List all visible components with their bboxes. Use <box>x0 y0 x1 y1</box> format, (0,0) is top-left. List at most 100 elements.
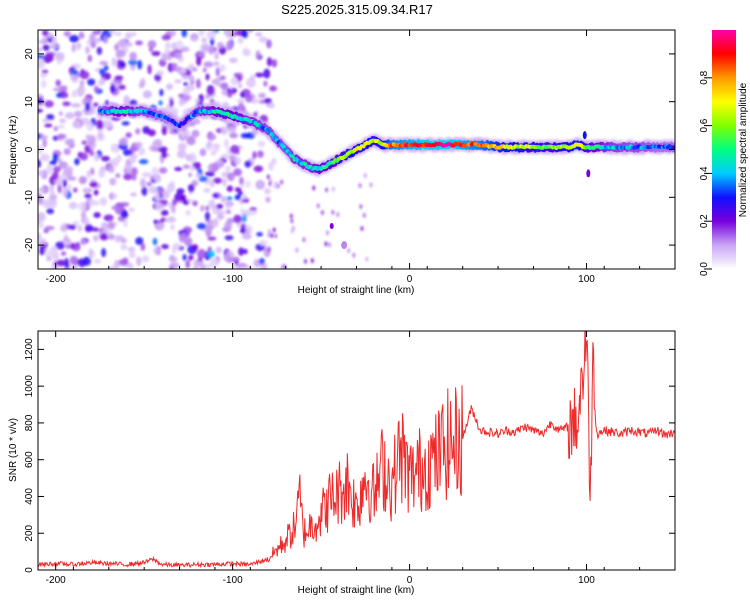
noise-speckle <box>64 112 75 120</box>
noise-speckle <box>103 65 109 71</box>
noise-speckle <box>51 171 59 180</box>
noise-speckle <box>140 243 146 251</box>
spectrogram-y-label: Frequency (Hz) <box>8 116 19 185</box>
noise-speckle <box>161 150 168 159</box>
snr-marks <box>38 331 675 569</box>
noise-speckle <box>88 105 96 115</box>
noise-speckle <box>42 44 50 51</box>
noise-speckle <box>151 50 161 57</box>
noise-speckle <box>182 87 191 95</box>
noise-speckle <box>54 178 63 186</box>
noise-speckle <box>213 61 220 67</box>
colorbar-tick-label: 0.6 <box>699 118 710 132</box>
y-tick-label: 20 <box>24 48 35 60</box>
noise-speckle <box>205 171 215 177</box>
x-tick-label: 100 <box>578 575 595 586</box>
noise-speckle <box>233 168 242 177</box>
noise-speckle <box>240 91 245 99</box>
noise-speckle <box>169 98 174 108</box>
noise-speckle <box>243 248 248 255</box>
noise-speckle <box>214 76 222 87</box>
noise-speckle <box>266 39 272 49</box>
noise-speckle <box>312 185 316 191</box>
y-tick-label: 1200 <box>24 338 35 361</box>
noise-speckle <box>240 133 251 139</box>
colorbar-tick-label: 0.4 <box>699 166 710 180</box>
noise-speckle <box>48 199 58 208</box>
noise-speckle <box>228 154 236 161</box>
noise-speckle <box>208 250 215 258</box>
noise-speckle <box>255 179 266 190</box>
noise-speckle <box>87 54 93 63</box>
noise-speckle <box>187 152 197 163</box>
noise-speckle <box>188 254 194 261</box>
noise-speckle <box>187 183 195 193</box>
noise-speckle <box>225 209 231 214</box>
noise-speckle <box>135 40 143 46</box>
noise-speckle <box>238 101 244 112</box>
noise-speckle <box>336 212 340 218</box>
noise-speckle <box>185 209 192 216</box>
noise-speckle <box>193 260 201 267</box>
noise-speckle <box>207 139 213 148</box>
noise-speckle <box>38 47 43 53</box>
noise-speckle <box>234 260 239 266</box>
noise-speckle <box>101 155 111 162</box>
noise-speckle <box>271 59 278 68</box>
noise-speckle <box>185 69 192 77</box>
noise-speckle <box>103 120 111 129</box>
noise-speckle <box>290 218 294 224</box>
noise-speckle <box>92 234 99 242</box>
noise-speckle <box>58 111 63 116</box>
noise-speckle <box>57 124 66 129</box>
noise-speckle <box>231 87 238 93</box>
noise-speckle <box>134 141 143 148</box>
colorbar-gradient <box>712 30 736 269</box>
noise-speckle <box>80 239 87 246</box>
noise-speckle <box>56 259 66 267</box>
noise-speckle <box>196 223 207 230</box>
noise-speckle <box>38 212 46 222</box>
noise-speckle <box>137 59 143 70</box>
noise-speckle <box>89 200 100 206</box>
noise-speckle <box>352 252 356 258</box>
noise-speckle <box>247 210 257 216</box>
noise-speckle <box>120 244 128 250</box>
noise-speckle <box>60 223 68 233</box>
noise-speckle <box>225 165 231 172</box>
noise-speckle <box>92 102 99 108</box>
noise-speckle <box>263 80 268 87</box>
noise-speckle <box>362 212 366 218</box>
noise-speckle <box>267 232 271 238</box>
noise-speckle <box>195 172 202 179</box>
noise-speckle <box>259 239 268 247</box>
noise-speckle <box>238 247 244 256</box>
noise-speckle <box>49 191 56 196</box>
noise-speckle <box>69 242 76 250</box>
colorbar-ticks: 0.0 0.2 0.4 0.6 0.8 <box>699 70 712 276</box>
noise-speckle <box>154 73 162 82</box>
noise-speckle <box>62 178 68 188</box>
noise-speckle <box>69 35 80 43</box>
ridge-core <box>191 112 196 117</box>
noise-speckle <box>280 179 284 185</box>
noise-speckle <box>65 148 72 155</box>
noise-speckle <box>185 259 191 269</box>
noise-speckle <box>329 222 334 229</box>
noise-speckle <box>230 77 239 86</box>
noise-speckle <box>170 203 176 214</box>
noise-speckle <box>365 256 369 262</box>
noise-speckle <box>129 51 137 61</box>
noise-speckle <box>128 59 138 66</box>
noise-speckle <box>90 41 97 49</box>
noise-speckle <box>229 132 238 139</box>
noise-speckle <box>281 264 285 269</box>
noise-speckle <box>45 164 54 175</box>
noise-speckle <box>64 138 71 145</box>
noise-speckle <box>192 161 202 170</box>
noise-speckle <box>213 144 220 153</box>
noise-speckle <box>115 173 121 178</box>
noise-speckle <box>256 232 263 237</box>
noise-speckle <box>121 210 129 219</box>
